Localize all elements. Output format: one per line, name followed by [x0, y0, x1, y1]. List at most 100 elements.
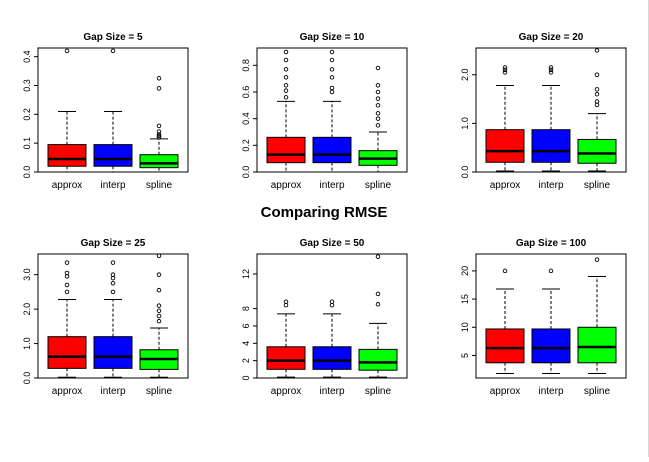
- panel-5-outlier-point: [375, 254, 381, 259]
- panel-6-x-label-interp: interp: [538, 386, 563, 397]
- panel-1-outlier-point: [156, 123, 162, 129]
- panel-3-y-tick-label: 1.0: [460, 117, 470, 130]
- panel-5-y-tick-label: 0: [241, 375, 251, 380]
- panel-6-outlier-point: [502, 268, 508, 274]
- panel-2-outlier-point: [375, 96, 381, 101]
- panel-1-box-spline: [139, 154, 179, 169]
- panel-2-outlier-point: [283, 83, 289, 88]
- panel-2-outlier-point: [375, 65, 381, 71]
- panel-3-outlier-point: [594, 48, 600, 53]
- panel-4-y-tick-label: 1.0: [22, 337, 32, 350]
- panel-5-y-tick-label: 6: [241, 323, 251, 328]
- panel-6-outlier-point: [548, 268, 554, 274]
- panel-2-outlier-point: [283, 49, 289, 55]
- panel-4-outlier-point: [156, 303, 162, 308]
- panel-2-x-label-approx: approx: [271, 180, 302, 191]
- panel-3-x-label-interp: interp: [538, 180, 563, 191]
- panel-2-box-interp: [312, 136, 352, 164]
- panel-1-y-tick-label: 0.4: [22, 50, 32, 63]
- panel-6-x-label-spline: spline: [584, 386, 611, 397]
- panel-2-y-tick-label: 0.6: [241, 86, 251, 99]
- panel-2-outlier-point: [329, 75, 335, 80]
- panel-1-outlier-point: [156, 135, 162, 140]
- panel-3-x-label-approx: approx: [490, 180, 521, 191]
- panel-4-x-label-interp: interp: [100, 386, 125, 397]
- panel-1-outlier-point: [156, 76, 162, 81]
- panel-3-outlier-point: [548, 67, 554, 73]
- panel-4-plot-frame: [37, 253, 189, 379]
- panel-4-outlier-point: [156, 308, 162, 314]
- panel-2-outlier-point: [375, 111, 381, 116]
- panel-2-box-approx: [266, 136, 306, 164]
- panel-2-outlier-point: [375, 103, 381, 108]
- panel-1-outlier-point: [64, 48, 70, 54]
- panel-4-outlier-point: [156, 253, 162, 258]
- panel-3-plot-frame: [475, 47, 627, 173]
- panel-3-outlier-point: [502, 67, 508, 73]
- panel-6-box-approx: [485, 328, 525, 364]
- panel-1-outlier-point: [110, 48, 116, 54]
- panel-2-outlier-point: [329, 49, 335, 55]
- panel-1-x-label-approx: approx: [52, 180, 83, 191]
- panel-3-outlier-point: [548, 70, 554, 75]
- panel-4-outlier-point: [64, 289, 70, 295]
- panel-2-y-tick-label: 0.8: [241, 59, 251, 72]
- panel-5-x-label-spline: spline: [365, 386, 392, 397]
- panel-6-title: Gap Size = 100: [516, 238, 587, 249]
- panel-2-title: Gap Size = 10: [300, 32, 365, 43]
- panel-5-x-label-approx: approx: [271, 386, 302, 397]
- panel-1-outlier-point: [156, 129, 162, 134]
- panel-3-outlier-point: [594, 72, 600, 77]
- panel-1-x-label-interp: interp: [100, 180, 125, 191]
- panel-4-box-approx: [47, 336, 87, 369]
- panel-6-y-tick-label: 20: [460, 266, 470, 276]
- panel-2-x-label-spline: spline: [365, 180, 392, 191]
- panel-6-y-tick-label: 15: [460, 294, 470, 304]
- panel-4-outlier-point: [110, 289, 116, 295]
- panel-2-outlier-point: [329, 85, 335, 91]
- panel-2-x-label-interp: interp: [319, 180, 344, 191]
- panel-6-x-label-approx: approx: [490, 386, 521, 397]
- panel-4-outlier-point: [156, 287, 162, 293]
- panel-1-outlier-point: [156, 86, 162, 91]
- panel-4-outlier-point: [110, 260, 116, 265]
- panel-1-outlier-point: [156, 133, 162, 139]
- panel-6-outlier-point: [594, 257, 600, 262]
- panel-3-outlier-point: [594, 87, 600, 92]
- panel-1-y-tick-label: 0.0: [22, 166, 32, 179]
- panel-4-outlier-point: [64, 270, 70, 276]
- panel-4-y-tick-label: 3.0: [22, 268, 32, 281]
- panel-3-y-tick-label: 2.0: [460, 68, 470, 81]
- panel-5-plot-frame: [256, 253, 408, 379]
- panel-4-x-label-spline: spline: [146, 386, 173, 397]
- panel-6-plot-frame: [475, 253, 627, 379]
- panel-2-outlier-point: [329, 57, 335, 63]
- panel-2-outlier-point: [283, 88, 289, 93]
- panel-2-outlier-point: [375, 83, 381, 88]
- panel-3-outlier-point: [548, 65, 554, 70]
- panel-5-title: Gap Size = 50: [300, 238, 365, 249]
- panel-5-x-label-interp: interp: [319, 386, 344, 397]
- panel-2-outlier-point: [283, 67, 289, 72]
- panel-5-box-spline: [358, 348, 398, 371]
- panel-6-y-tick-label: 5: [460, 353, 470, 358]
- panel-4-title: Gap Size = 25: [81, 238, 146, 249]
- panel-2-outlier-point: [329, 89, 335, 95]
- panel-1-x-label-spline: spline: [146, 180, 173, 191]
- panel-4-x-label-approx: approx: [52, 386, 83, 397]
- panel-5-outlier-point: [329, 299, 335, 304]
- panel-2-outlier-point: [283, 57, 289, 63]
- panel-4-outlier-point: [156, 272, 162, 277]
- panel-4-y-tick-label: 2.0: [22, 303, 32, 316]
- figure-title: Comparing RMSE: [261, 204, 388, 221]
- panel-4-box-interp: [93, 336, 133, 369]
- panel-4-outlier-point: [110, 272, 116, 277]
- panel-2-outlier-point: [375, 89, 381, 95]
- panel-4-y-tick-label: 0.0: [22, 372, 32, 385]
- panel-1-box-approx: [47, 144, 87, 167]
- panel-1-y-tick-label: 0.2: [22, 108, 32, 121]
- panel-3-outlier-point: [502, 70, 508, 75]
- panel-5-box-interp: [312, 346, 352, 370]
- panel-6-box-interp: [531, 328, 571, 364]
